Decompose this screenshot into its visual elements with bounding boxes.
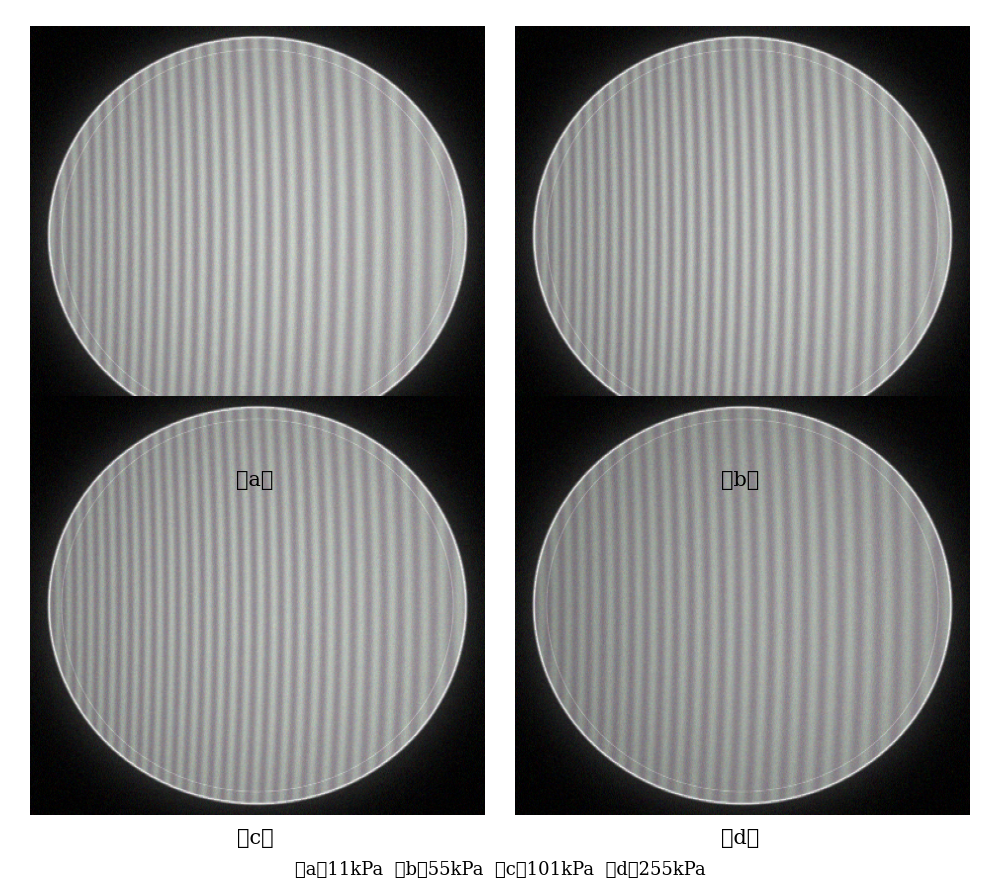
Text: （a）: （a） (236, 470, 274, 490)
Text: （b）: （b） (721, 470, 759, 490)
Text: （c）: （c） (237, 829, 273, 848)
Text: （a）11kPa  （b）55kPa  （c）101kPa  （d）255kPa: （a）11kPa （b）55kPa （c）101kPa （d）255kPa (295, 862, 705, 879)
Text: （d）: （d） (721, 829, 759, 848)
